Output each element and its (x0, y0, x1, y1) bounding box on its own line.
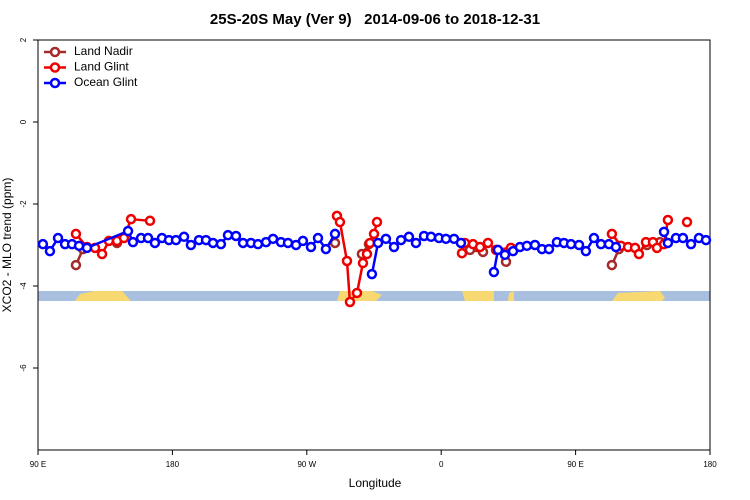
data-point (700, 234, 712, 246)
data-point (606, 259, 618, 271)
chart-title: 25S-20S May (Ver 9) 2014-09-06 to 2018-1… (210, 11, 540, 28)
legend-marker (49, 77, 61, 89)
land-patch (462, 291, 494, 301)
y-tick-label: 0 (19, 119, 28, 124)
data-point (633, 248, 645, 260)
data-point (297, 235, 309, 247)
data-point (52, 232, 64, 244)
data-point (662, 237, 674, 249)
data-point (606, 228, 618, 240)
data-point (351, 287, 363, 299)
data-point (44, 245, 56, 257)
data-point (565, 238, 577, 250)
data-point (388, 241, 400, 253)
data-point (149, 237, 161, 249)
x-tick-label: 180 (703, 460, 717, 469)
data-point (681, 216, 693, 228)
legend-label: Land Nadir (74, 44, 133, 58)
data-point (341, 255, 353, 267)
data-point (144, 215, 156, 227)
data-point (305, 241, 317, 253)
data-point (364, 237, 376, 249)
land-patch (508, 291, 514, 301)
data-point (573, 239, 585, 251)
data-point (580, 245, 592, 257)
legend-marker (49, 62, 61, 73)
legend-marker (49, 46, 61, 58)
x-axis-label: Longitude (349, 476, 402, 490)
data-point (368, 228, 380, 240)
data-point (222, 229, 234, 241)
data-point (185, 239, 197, 251)
y-tick-label: -2 (19, 200, 28, 208)
land-patch (75, 291, 131, 301)
data-point (320, 243, 332, 255)
data-point (474, 241, 486, 253)
data-point (70, 228, 82, 240)
data-point (372, 237, 384, 249)
data-point (125, 213, 137, 225)
legend-label: Land Glint (74, 60, 129, 74)
data-point (357, 257, 369, 269)
data-point (96, 248, 108, 260)
data-point (122, 225, 134, 237)
data-point (492, 244, 504, 256)
x-tick-label: 0 (439, 460, 444, 469)
legend-label: Ocean Glint (74, 75, 138, 89)
data-point (488, 266, 500, 278)
data-point (410, 237, 422, 249)
data-point (677, 232, 689, 244)
data-point (425, 231, 437, 243)
y-tick-label: -4 (19, 282, 28, 290)
data-point (334, 216, 346, 228)
data-point (312, 232, 324, 244)
data-point (521, 240, 533, 252)
y-tick-label: -6 (19, 364, 28, 372)
land-ocean-strip (38, 291, 710, 301)
data-point (178, 231, 190, 243)
data-point (282, 237, 294, 249)
data-point (455, 237, 467, 249)
data-point (371, 216, 383, 228)
data-point (329, 228, 341, 240)
data-point (142, 232, 154, 244)
data-point (685, 238, 697, 250)
data-point (456, 247, 468, 259)
data-point (440, 233, 452, 245)
y-tick-label: 2 (19, 37, 28, 42)
data-point (81, 242, 93, 254)
data-point (215, 238, 227, 250)
data-point (37, 238, 49, 250)
data-point (403, 231, 415, 243)
x-tick-label: 90 E (30, 460, 46, 469)
series-line (76, 216, 687, 302)
data-point (658, 226, 670, 238)
data-point (366, 268, 378, 280)
data-point (380, 233, 392, 245)
x-tick-label: 90 E (567, 460, 583, 469)
data-point (610, 241, 622, 253)
x-tick-label: 90 W (297, 460, 316, 469)
data-point (207, 237, 219, 249)
data-point (662, 214, 674, 226)
y-axis-label: XCO2 - MLO trend (ppm) (0, 178, 14, 313)
data-point (127, 236, 139, 248)
data-point (252, 238, 264, 250)
data-point (482, 237, 494, 249)
x-tick-label: 180 (166, 460, 180, 469)
data-point (170, 234, 182, 246)
series (37, 225, 712, 280)
data-point (361, 248, 373, 260)
land-patch (612, 291, 665, 301)
data-point (344, 296, 356, 308)
data-point (499, 249, 511, 261)
data-point (543, 243, 555, 255)
data-point (230, 230, 242, 242)
data-point (588, 232, 600, 244)
data-point (70, 259, 82, 271)
